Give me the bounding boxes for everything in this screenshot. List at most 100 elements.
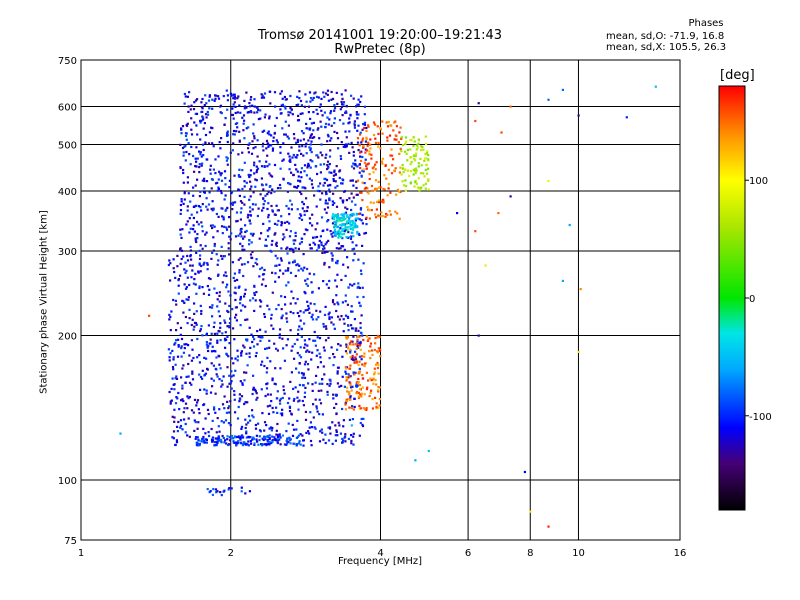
data-point [353,405,356,409]
data-point [265,443,268,446]
data-point [211,440,214,443]
data-point [205,180,209,183]
data-point [310,426,313,429]
data-point [231,107,234,110]
data-point [188,153,191,156]
data-point [192,356,195,360]
data-point [427,178,430,181]
data-point [348,367,351,370]
data-point [360,219,363,222]
data-point [379,355,382,358]
data-point [265,160,268,163]
data-point [296,95,299,98]
data-point [328,188,331,191]
data-point [315,154,318,157]
data-point [214,411,217,414]
data-point [345,136,348,139]
data-point [309,247,312,250]
data-point [203,356,206,359]
data-point [179,166,182,170]
data-point [427,449,430,453]
data-point [385,121,388,124]
data-point [279,269,282,272]
data-point [209,164,212,167]
data-point [337,147,340,150]
data-point [303,164,307,167]
colorbar [719,86,745,510]
data-point [198,361,201,364]
data-point [352,154,355,157]
data-point [255,291,258,294]
data-point [326,164,329,167]
data-point [198,444,201,447]
data-point [204,133,208,137]
data-point [192,216,195,220]
data-point [373,373,376,376]
data-point [218,291,221,294]
data-point [365,163,368,166]
data-point [351,418,354,421]
data-point [225,338,228,341]
data-point [349,225,352,228]
data-point [190,409,194,412]
data-point [195,146,198,149]
data-point [317,244,320,247]
data-point [204,113,208,116]
data-point [359,348,362,351]
data-point [399,126,402,129]
data-point [288,397,291,400]
data-point [281,159,284,162]
data-point [289,230,292,233]
data-point [302,373,305,376]
data-point [328,163,331,166]
data-point [354,203,357,206]
data-point [316,222,319,225]
data-point [326,383,329,386]
data-point [328,155,332,158]
data-point [224,331,227,334]
data-point [207,344,210,348]
data-point [198,257,202,261]
data-point [197,408,200,411]
data-point [337,218,341,221]
data-point [319,103,322,106]
data-point [179,274,182,277]
data-point [285,284,288,287]
data-point [219,339,222,342]
data-point [224,419,228,422]
data-point [285,344,288,347]
data-point [283,359,286,362]
data-point [306,166,309,169]
data-point [251,203,255,206]
data-point [409,138,412,142]
data-point [365,388,369,391]
data-point [305,127,308,130]
data-point [214,437,217,440]
data-point [356,137,360,140]
data-point [273,91,277,94]
data-point [233,441,236,444]
data-point [187,105,190,108]
data-point [185,286,188,289]
data-point [372,201,375,204]
data-point [278,399,282,402]
data-point [214,158,217,161]
data-point [228,186,231,189]
data-point [263,268,266,272]
data-point [184,271,187,274]
data-point [268,115,271,118]
data-point [381,200,384,203]
data-point [358,371,361,374]
data-point [196,98,199,101]
data-point [342,213,346,216]
data-point [333,122,336,125]
data-point [268,117,271,120]
data-point [238,104,241,107]
data-point [180,236,183,239]
data-point [231,308,234,311]
data-point [208,95,211,98]
data-point [361,128,364,131]
data-point [330,321,333,324]
data-point [298,383,301,387]
data-point [180,337,184,341]
